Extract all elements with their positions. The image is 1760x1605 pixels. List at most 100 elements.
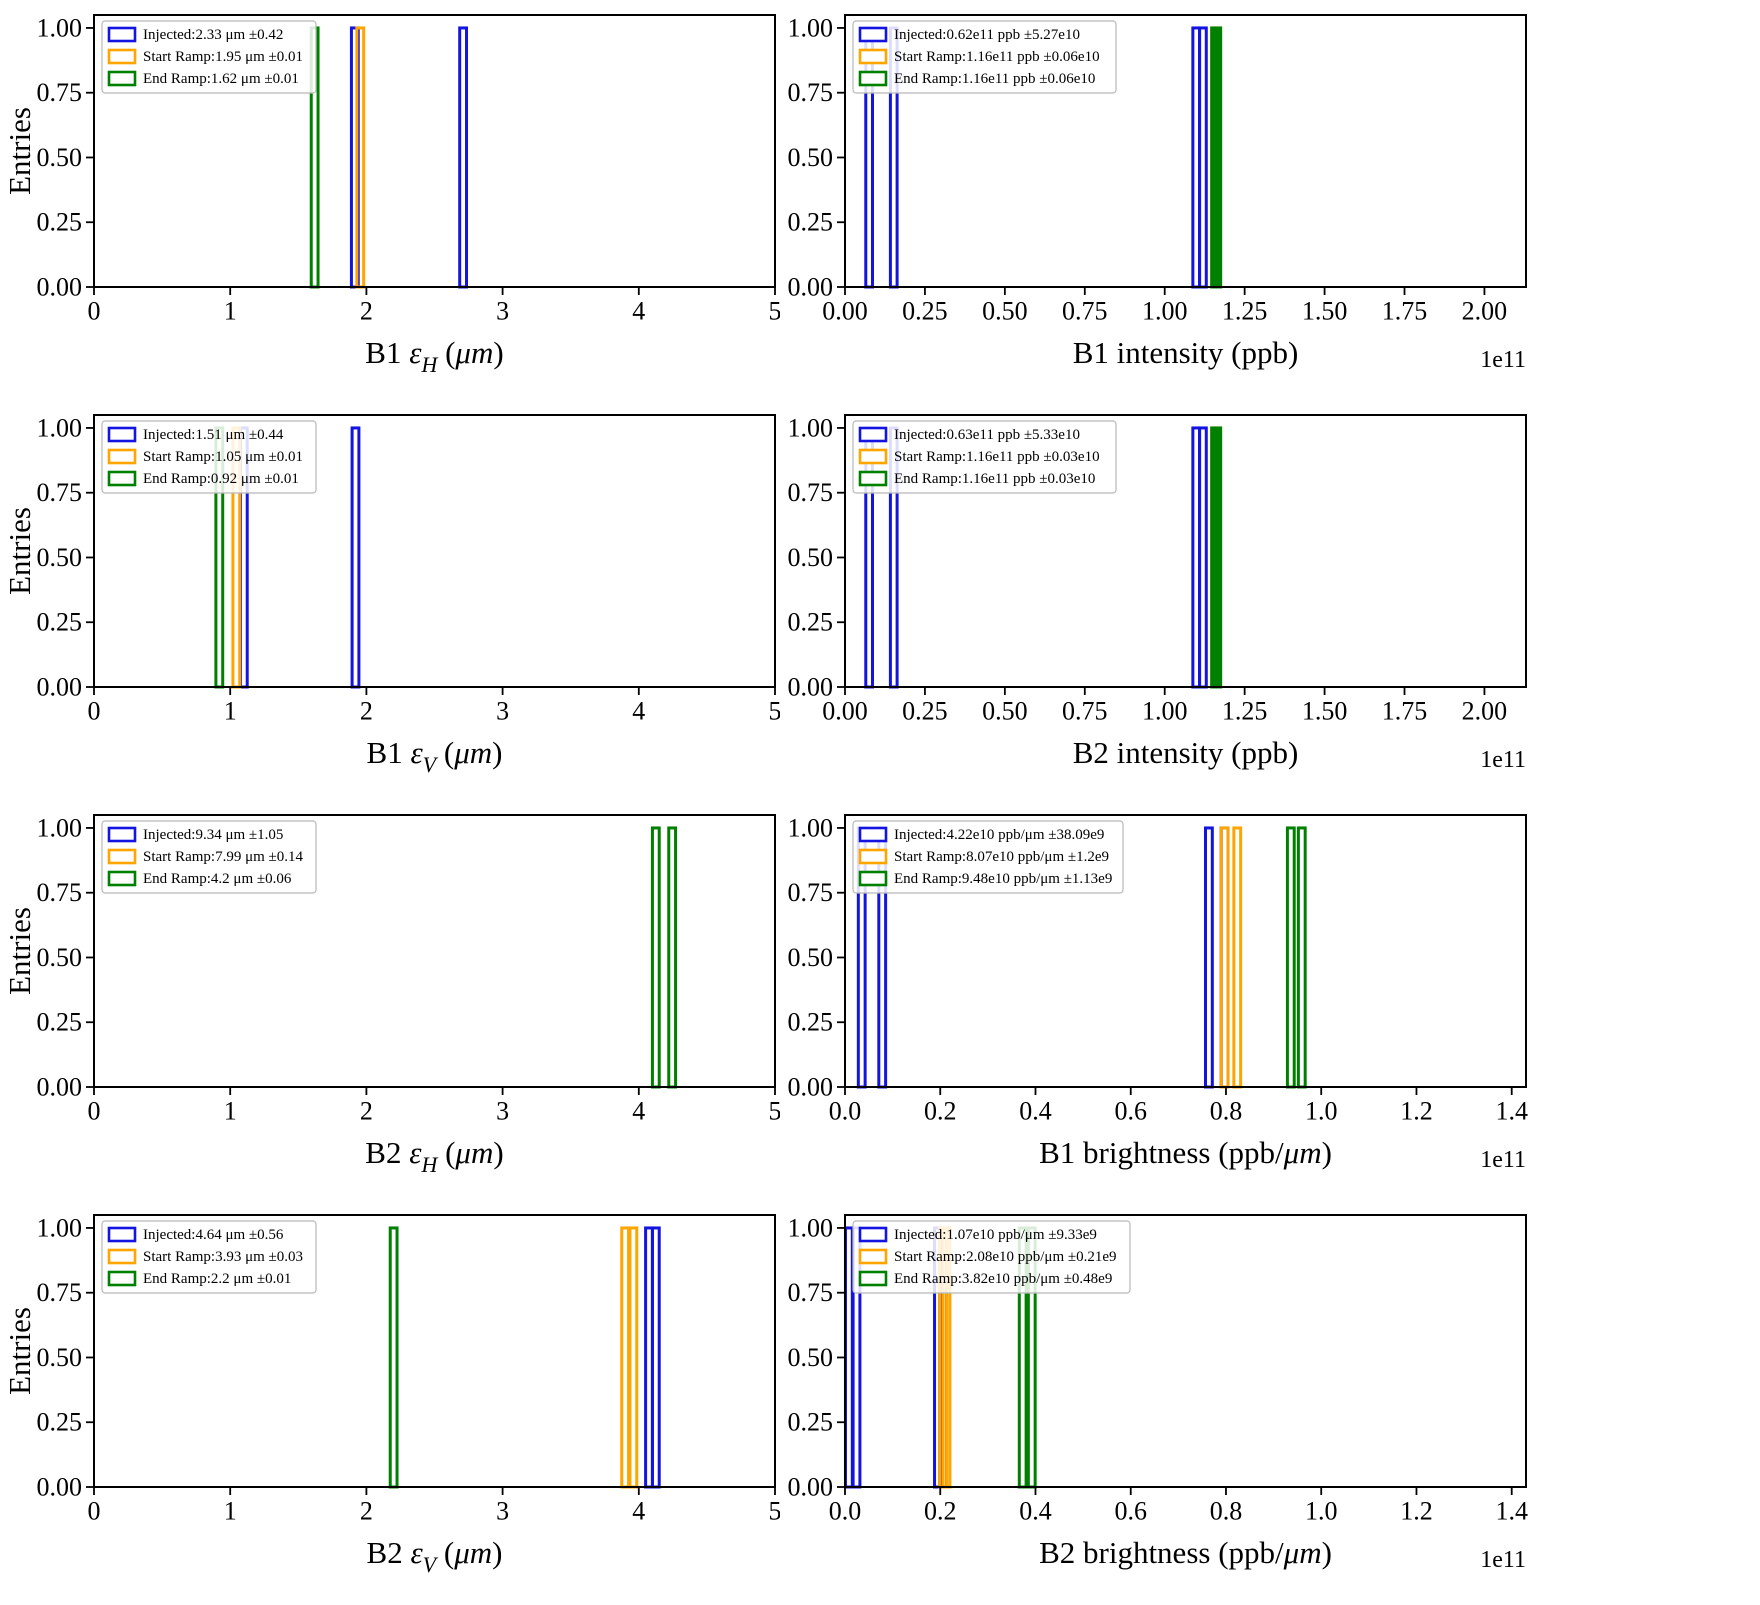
x-tick-label: 4 [632, 296, 645, 325]
y-tick-label: 0.25 [788, 608, 834, 637]
x-axis-label: B2 εH (μm) [365, 1135, 503, 1177]
hist-bar-injected [1198, 26, 1208, 289]
legend-label-start_ramp: Start Ramp:7.99 μm ±0.14 [143, 849, 304, 865]
hist-bar-injected [1204, 826, 1214, 1089]
hist-bar-start_ramp [1219, 826, 1230, 1089]
x-tick-label: 0.25 [902, 696, 948, 725]
legend-label-end_ramp: End Ramp:9.48e10 ppb/μm ±1.13e9 [894, 871, 1112, 887]
chart-b1-emittance-v: 0 1 2 3 4 5 0.00 0.25 0.50 0.75 1.00 B1 εV (μm) Entr… [0, 400, 782, 800]
x-tick-label: 0.75 [1062, 296, 1108, 325]
legend-key-end_ramp [858, 470, 888, 487]
legend-key-start_ramp [107, 848, 137, 865]
legend-label-start_ramp: Start Ramp:8.07e10 ppb/μm ±1.2e9 [894, 849, 1109, 865]
x-tick-label: 1 [224, 696, 237, 725]
chart-b2-brightness: 0.0 0.2 0.4 0.6 0.8 1.0 1.2 1.4 0.00 0.25 0.50 0.75… [780, 1200, 1760, 1600]
x-tick-label: 5 [769, 1096, 781, 1125]
x-tick-label: 4 [632, 1496, 645, 1525]
y-tick-label: 0.25 [37, 1408, 83, 1437]
legend-label-end_ramp: End Ramp:2.2 μm ±0.01 [143, 1271, 291, 1287]
x-tick-label: 0.4 [1019, 1496, 1052, 1525]
chart-b1-intensity: 0.00 0.25 0.50 0.75 1.00 1.25 1.50 1.75 2.00 0.00… [780, 0, 1760, 400]
histogram-svg-b1-intensity: 0.00 0.25 0.50 0.75 1.00 1.25 1.50 1.75 2.00 0.00… [788, 13, 1527, 373]
legend-key-injected [858, 26, 888, 43]
y-tick-label: 0.00 [788, 673, 834, 702]
x-tick-label: 0 [88, 696, 101, 725]
y-tick-label: 0.25 [788, 1408, 834, 1437]
histogram-svg-b1-emittance-v: 0 1 2 3 4 5 0.00 0.25 0.50 0.75 1.00 B1 εV (μm) Entr… [2, 413, 782, 777]
x-tick-label: 0.00 [822, 696, 868, 725]
chart-b2-intensity: 0.00 0.25 0.50 0.75 1.00 1.25 1.50 1.75 2.00 0.00… [780, 400, 1760, 800]
x-tick-label: 0.6 [1114, 1096, 1147, 1125]
legend-key-injected [107, 426, 137, 443]
y-tick-label: 0.75 [788, 78, 834, 107]
legend-box [852, 20, 1117, 94]
y-tick-label: 1.00 [788, 1213, 834, 1242]
x-tick-label: 2 [360, 296, 373, 325]
legend-label-start_ramp: Start Ramp:1.05 μm ±0.01 [143, 449, 303, 465]
legend-key-start_ramp [107, 1248, 137, 1265]
x-axis-offset-label: 1e11 [1480, 1547, 1526, 1573]
x-axis-offset-label: 1e11 [1480, 1147, 1526, 1173]
chart-b1-brightness: 0.0 0.2 0.4 0.6 0.8 1.0 1.2 1.4 0.00 0.25 0.50 0.75… [780, 800, 1760, 1200]
x-tick-label: 1.2 [1400, 1096, 1433, 1125]
y-tick-label: 0.75 [788, 1278, 834, 1307]
chart-b2-emittance-v: 0 1 2 3 4 5 0.00 0.25 0.50 0.75 1.00 B2 εV (μm) Entr… [0, 1200, 782, 1600]
legend-label-start_ramp: Start Ramp:1.16e11 ppb ±0.06e10 [894, 49, 1100, 65]
legend-label-injected: Injected:1.51 μm ±0.44 [143, 427, 284, 443]
x-tick-label: 4 [632, 1096, 645, 1125]
hist-bar-end_ramp [650, 826, 661, 1089]
hist-bar-start_ramp [355, 26, 366, 289]
x-axis-label: B1 brightness (ppb/μm) [1039, 1135, 1332, 1170]
legend-key-end_ramp [858, 70, 888, 87]
axes-frame [844, 14, 1527, 288]
axes-frame [93, 14, 776, 288]
y-tick-label: 0.00 [788, 1473, 834, 1502]
legend-key-end_ramp [107, 70, 137, 87]
y-tick-label: 0.50 [788, 543, 834, 572]
legend-label-injected: Injected:9.34 μm ±1.05 [143, 827, 283, 843]
x-tick-label: 1.50 [1302, 696, 1348, 725]
x-tick-label: 2 [360, 1096, 373, 1125]
figure-row-3: 0 1 2 3 4 5 0.00 0.25 0.50 0.75 1.00 B2 εH (μm) Entr… [0, 800, 1760, 1200]
legend-key-end_ramp [107, 870, 137, 887]
legend-label-injected: Injected:0.62e11 ppb ±5.27e10 [894, 27, 1080, 43]
legend-label-injected: Injected:0.63e11 ppb ±5.33e10 [894, 427, 1080, 443]
x-tick-label: 1.25 [1222, 696, 1268, 725]
x-tick-label: 4 [632, 696, 645, 725]
x-tick-label: 1.2 [1400, 1496, 1433, 1525]
legend-label-injected: Injected:1.07e10 ppb/μm ±9.33e9 [894, 1227, 1097, 1243]
legend-label-start_ramp: Start Ramp:1.95 μm ±0.01 [143, 49, 303, 65]
legend-label-end_ramp: End Ramp:0.92 μm ±0.01 [143, 471, 299, 487]
x-tick-label: 1.00 [1142, 696, 1188, 725]
y-tick-label: 0.00 [37, 1073, 83, 1102]
legend-box [852, 820, 1124, 894]
x-tick-label: 0 [88, 296, 101, 325]
hist-bar-start_ramp [628, 1226, 639, 1489]
histogram-svg-b1-emittance-h: 0 1 2 3 4 5 0.00 0.25 0.50 0.75 1.00 B1 εH (μm) Entr… [2, 13, 782, 377]
hist-bar-end_ramp [667, 826, 678, 1089]
hist-bar-end_ramp [1285, 826, 1296, 1089]
legend-key-end_ramp [107, 1270, 137, 1287]
hist-bar-end_ramp [1210, 26, 1223, 289]
histogram-svg-b1-brightness: 0.0 0.2 0.4 0.6 0.8 1.0 1.2 1.4 0.00 0.25 0.50 0.75… [788, 813, 1528, 1173]
x-tick-label: 2.00 [1462, 296, 1508, 325]
y-axis-label: Entries [2, 507, 37, 595]
x-tick-label: 0.50 [982, 696, 1028, 725]
x-tick-label: 1.4 [1495, 1496, 1528, 1525]
hist-bar-end_ramp [1210, 426, 1223, 689]
hist-bar-injected [650, 1226, 661, 1489]
y-tick-label: 0.50 [788, 1343, 834, 1372]
y-tick-label: 0.00 [788, 273, 834, 302]
legend-label-end_ramp: End Ramp:3.82e10 ppb/μm ±0.48e9 [894, 1271, 1112, 1287]
y-tick-label: 0.50 [37, 143, 83, 172]
legend-key-end_ramp [858, 870, 888, 887]
axes-frame [844, 814, 1527, 1088]
axes-frame [93, 1214, 776, 1488]
legend-label-end_ramp: End Ramp:4.2 μm ±0.06 [143, 871, 292, 887]
x-tick-label: 0 [88, 1496, 101, 1525]
legend-key-injected [107, 1226, 137, 1243]
legend-label-start_ramp: Start Ramp:1.16e11 ppb ±0.03e10 [894, 449, 1100, 465]
x-tick-label: 5 [769, 296, 781, 325]
figure-row-1: 0 1 2 3 4 5 0.00 0.25 0.50 0.75 1.00 B1 εH (μm) Entr… [0, 0, 1760, 400]
